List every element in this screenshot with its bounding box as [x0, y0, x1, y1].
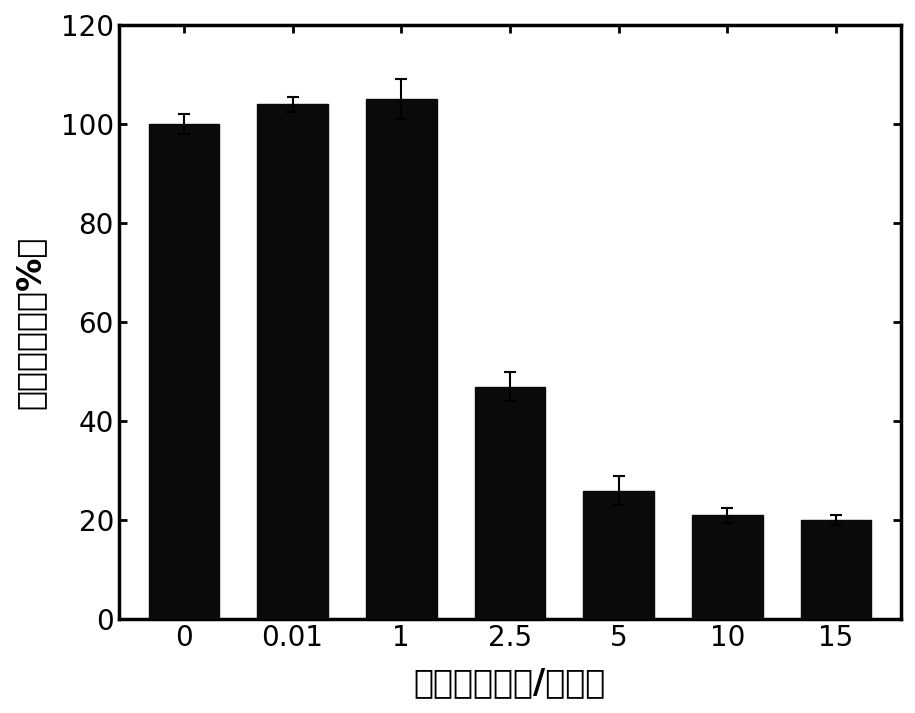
X-axis label: 浓度（微摩尔/毫升）: 浓度（微摩尔/毫升） — [414, 666, 606, 699]
Bar — [148, 124, 220, 620]
Bar — [801, 520, 871, 620]
Bar — [692, 515, 762, 620]
Bar — [475, 386, 545, 620]
Bar — [257, 104, 328, 620]
Bar — [366, 99, 436, 620]
Y-axis label: 细胞存活率（%）: 细胞存活率（%） — [14, 235, 47, 409]
Bar — [583, 491, 654, 620]
